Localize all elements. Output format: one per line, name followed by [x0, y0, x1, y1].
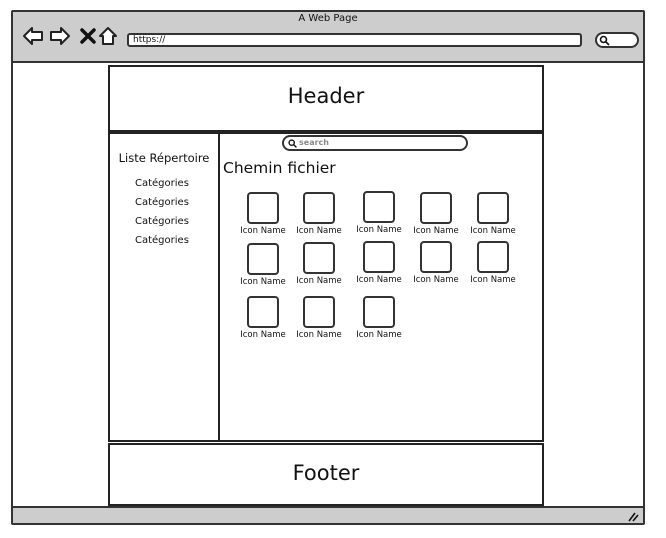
file-icon-label: Icon Name [356, 330, 402, 340]
file-icon-label: Icon Name [470, 226, 516, 236]
browser-window: A Web Page https:// Header Liste Réperto… [11, 10, 645, 525]
file-icon-item[interactable]: Icon Name [464, 241, 522, 285]
header-label: Header [287, 84, 365, 108]
file-icon-label: Icon Name [296, 330, 342, 340]
status-bar [13, 506, 643, 523]
file-icon [303, 242, 335, 274]
file-icon-label: Icon Name [470, 275, 516, 285]
file-icon-label: Icon Name [240, 226, 286, 236]
file-icon-item[interactable]: Icon Name [407, 192, 465, 236]
file-icon-label: Icon Name [296, 276, 342, 286]
file-icon-label: Icon Name [240, 277, 286, 287]
file-icon-item[interactable]: Icon Name [290, 296, 348, 340]
file-icon-item[interactable]: Icon Name [234, 296, 292, 340]
home-icon[interactable] [97, 25, 119, 47]
file-icon-item[interactable]: Icon Name [234, 243, 292, 287]
sidebar-title: Liste Répertoire [118, 151, 210, 165]
sidebar-item-categories[interactable]: Catégories [135, 216, 189, 227]
file-path-title: Chemin fichier [223, 159, 336, 177]
file-icon [477, 241, 509, 273]
footer-label: Footer [292, 461, 360, 485]
file-icon [420, 241, 452, 273]
file-icon [477, 192, 509, 224]
file-icon-label: Icon Name [240, 330, 286, 340]
file-icon-label: Icon Name [356, 225, 402, 235]
page-footer: Footer [108, 443, 544, 506]
sidebar-item-categories[interactable]: Catégories [135, 235, 189, 246]
file-icon-label: Icon Name [413, 275, 459, 285]
file-icon-item[interactable]: Icon Name [407, 241, 465, 285]
file-icon [363, 191, 395, 223]
file-icon [303, 192, 335, 224]
file-icon [247, 296, 279, 328]
file-icon [303, 296, 335, 328]
search-icon [599, 35, 610, 46]
window-title: A Web Page [298, 13, 358, 24]
back-icon[interactable] [22, 25, 44, 47]
file-icon-label: Icon Name [356, 275, 402, 285]
file-icon-item[interactable]: Icon Name [290, 192, 348, 236]
file-icon [420, 192, 452, 224]
file-icon-item[interactable]: Icon Name [350, 191, 408, 235]
file-icon [363, 241, 395, 273]
address-bar[interactable]: https:// [127, 33, 582, 47]
sidebar-item-categories[interactable]: Catégories [135, 197, 189, 208]
sidebar-item-categories[interactable]: Catégories [135, 178, 189, 189]
search-input[interactable]: search [282, 135, 468, 151]
sidebar: Liste Répertoire Catégories Catégories C… [108, 132, 220, 442]
file-icon-item[interactable]: Icon Name [464, 192, 522, 236]
search-placeholder: search [299, 138, 329, 147]
file-icon [247, 243, 279, 275]
file-icon-item[interactable]: Icon Name [290, 242, 348, 286]
file-icon-item[interactable]: Icon Name [350, 296, 408, 340]
stop-icon[interactable] [77, 25, 99, 47]
browser-search-field[interactable] [595, 32, 639, 48]
main-content: search Chemin fichier Icon Name Icon Nam… [218, 132, 544, 442]
browser-toolbar: A Web Page https:// [13, 12, 643, 63]
resize-handle-icon[interactable] [627, 510, 639, 522]
page-header: Header [108, 65, 544, 132]
forward-icon[interactable] [49, 25, 71, 47]
file-icon-label: Icon Name [413, 226, 459, 236]
search-icon [288, 139, 297, 148]
file-icon [247, 192, 279, 224]
file-icon [363, 296, 395, 328]
file-icon-item[interactable]: Icon Name [350, 241, 408, 285]
file-icon-item[interactable]: Icon Name [234, 192, 292, 236]
file-icon-label: Icon Name [296, 226, 342, 236]
